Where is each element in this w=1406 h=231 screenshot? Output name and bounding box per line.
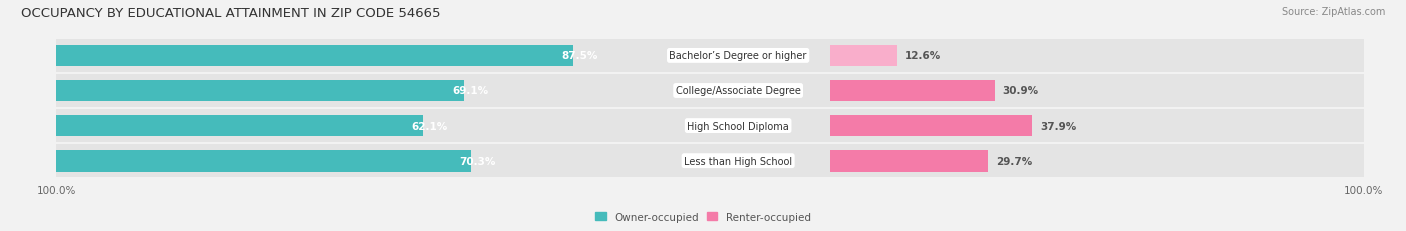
Text: College/Associate Degree: College/Associate Degree [676, 86, 800, 96]
Text: 70.3%: 70.3% [460, 156, 496, 166]
Text: OCCUPANCY BY EDUCATIONAL ATTAINMENT IN ZIP CODE 54665: OCCUPANCY BY EDUCATIONAL ATTAINMENT IN Z… [21, 7, 440, 20]
Bar [56, 145, 647, 177]
Bar [647, 110, 830, 143]
Text: Bachelor’s Degree or higher: Bachelor’s Degree or higher [669, 51, 807, 61]
Bar [56, 40, 647, 73]
Bar [830, 145, 1364, 177]
Bar [647, 40, 830, 73]
Bar [647, 75, 830, 107]
Bar [830, 80, 994, 102]
Bar [56, 80, 464, 102]
Text: 87.5%: 87.5% [561, 51, 598, 61]
Bar [56, 110, 647, 143]
Bar [56, 45, 574, 67]
Bar [56, 75, 647, 107]
Text: 69.1%: 69.1% [453, 86, 489, 96]
Bar [830, 150, 988, 172]
Text: Less than High School: Less than High School [685, 156, 792, 166]
Bar [56, 115, 423, 137]
Bar [830, 110, 1364, 143]
Text: 62.1%: 62.1% [411, 121, 447, 131]
Text: 29.7%: 29.7% [997, 156, 1032, 166]
Bar [830, 75, 1364, 107]
Bar [56, 150, 471, 172]
Text: High School Diploma: High School Diploma [688, 121, 789, 131]
Legend: Owner-occupied, Renter-occupied: Owner-occupied, Renter-occupied [591, 208, 815, 226]
Bar [647, 145, 830, 177]
Text: Source: ZipAtlas.com: Source: ZipAtlas.com [1281, 7, 1385, 17]
Text: 30.9%: 30.9% [1002, 86, 1039, 96]
Text: 12.6%: 12.6% [905, 51, 941, 61]
Bar [830, 115, 1032, 137]
Bar [830, 40, 1364, 73]
Bar [830, 45, 897, 67]
Text: 37.9%: 37.9% [1040, 121, 1077, 131]
